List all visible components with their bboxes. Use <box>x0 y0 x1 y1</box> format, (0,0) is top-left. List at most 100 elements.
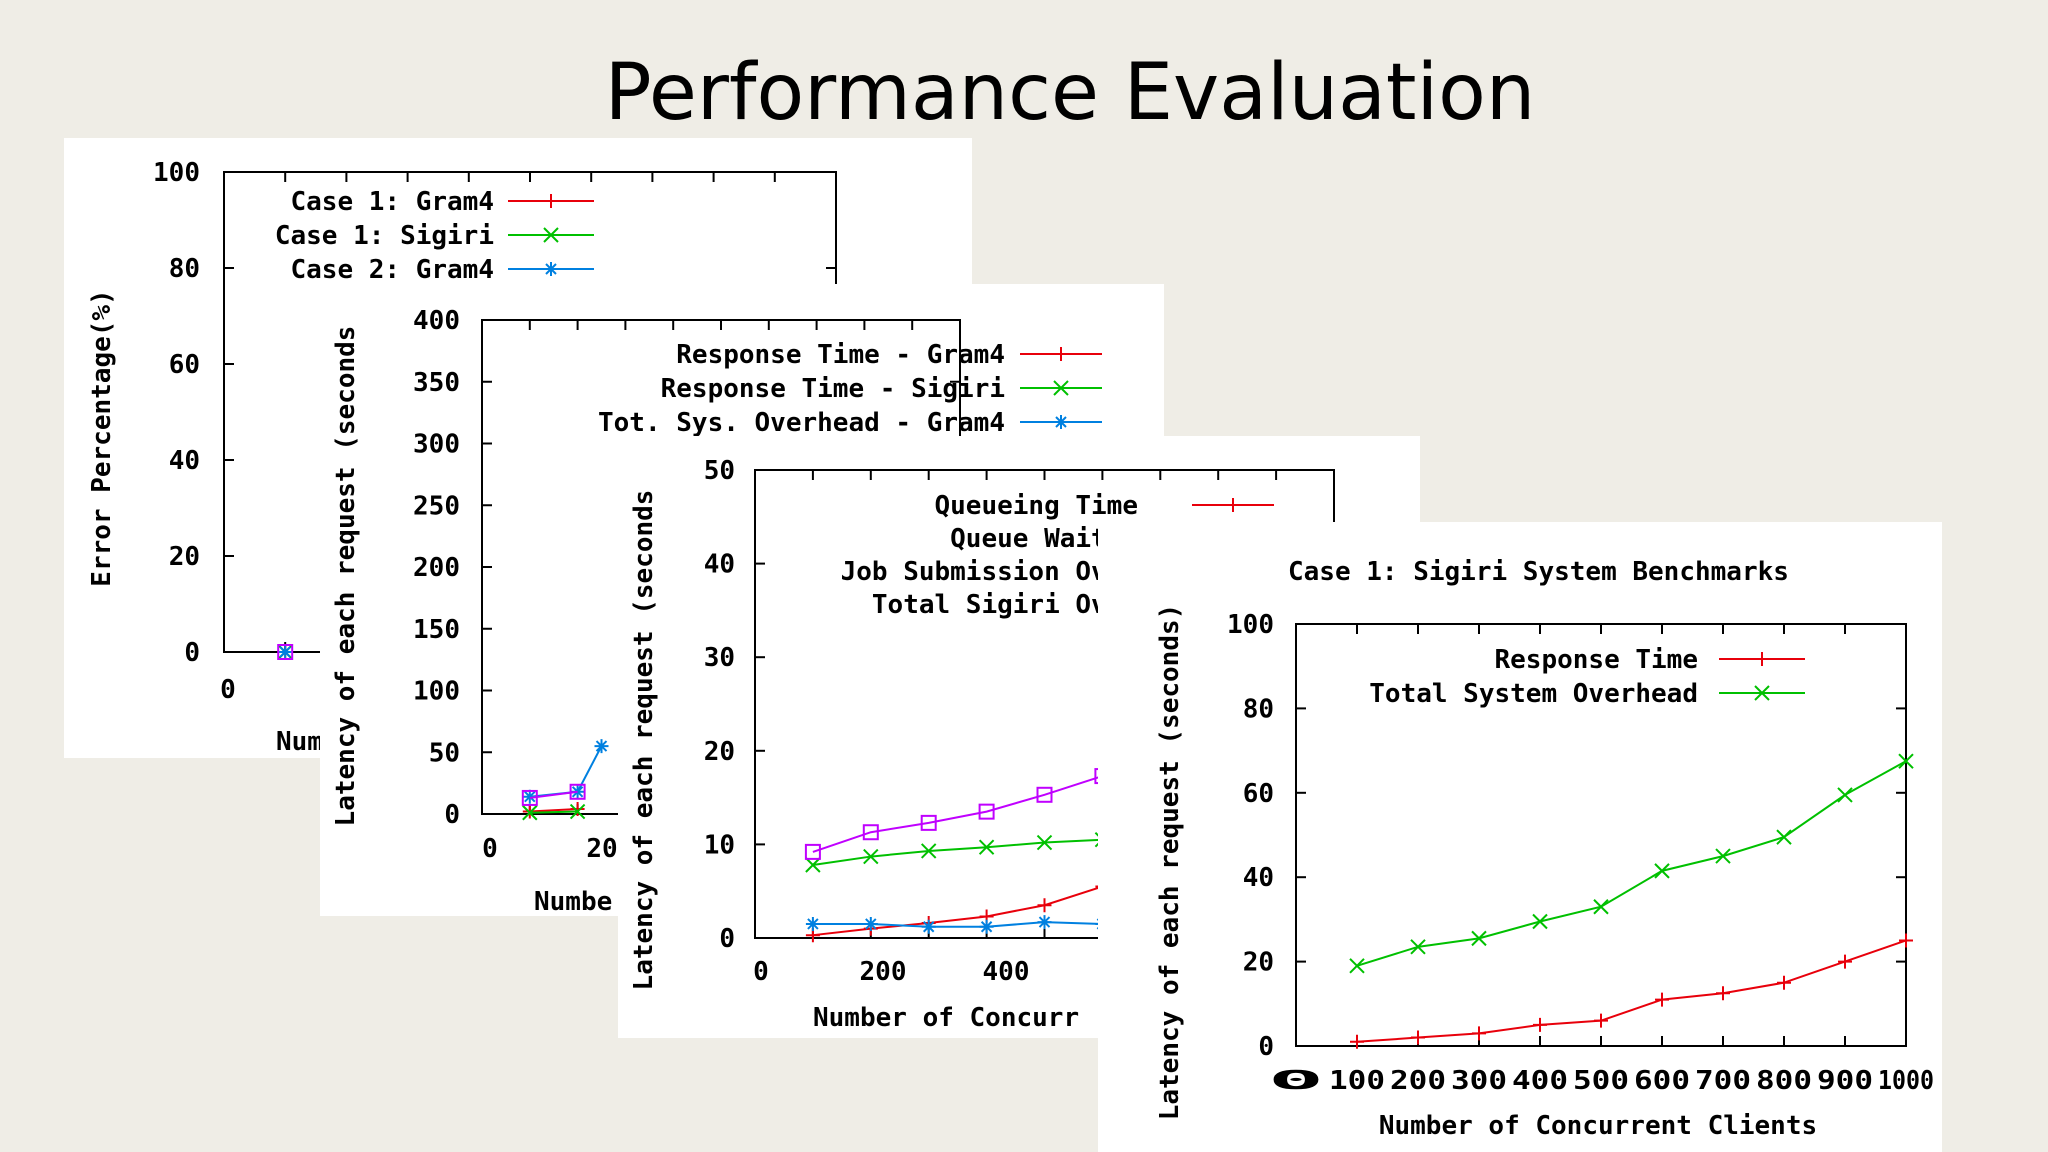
series-3 <box>277 644 294 660</box>
legend-marker <box>1053 380 1069 396</box>
data-point <box>277 644 294 660</box>
data-point <box>1472 1026 1486 1041</box>
x-tick-label: 700 <box>1695 1066 1751 1096</box>
legend-marker <box>544 262 558 276</box>
series-0 <box>1350 933 1913 1049</box>
data-point <box>1899 933 1913 948</box>
data-point <box>1654 863 1670 879</box>
data-point <box>569 783 586 800</box>
data-point <box>1349 958 1365 974</box>
series-line <box>529 810 578 814</box>
x-tick-label: 1000 <box>1878 1066 1934 1096</box>
y-tick-label: 400 <box>413 306 460 336</box>
legend-marker <box>1754 685 1770 701</box>
legend-marker <box>1054 347 1068 361</box>
legend-entry: Case 2: Gram4 <box>291 255 495 285</box>
data-point <box>1776 829 1792 845</box>
y-axis-label: Latency of each request (seconds <box>331 326 361 827</box>
data-point <box>1350 1034 1364 1049</box>
x-tick-label: 800 <box>1756 1066 1812 1096</box>
series-1 <box>1349 753 1914 974</box>
x-axis-label: Number of Concurr <box>813 1003 1079 1033</box>
legend-sample <box>1020 380 1102 396</box>
legend-entry: Total System Overhead <box>1369 679 1698 709</box>
y-tick-label: 250 <box>413 491 460 521</box>
legend-entry: Case 1: Gram4 <box>291 187 495 217</box>
legend-sample <box>508 194 594 208</box>
x-tick-label: 200 <box>860 957 907 987</box>
data-point <box>1593 899 1609 915</box>
y-tick-label: 20 <box>1243 948 1274 978</box>
series-line <box>1356 760 1907 967</box>
legend-sample <box>1020 347 1102 361</box>
y-tick-label: 0 <box>444 800 460 830</box>
legend-entry: Total Sigiri Over <box>872 590 1138 620</box>
data-point <box>522 805 538 821</box>
legend-marker <box>1226 498 1240 512</box>
series-line <box>529 745 603 798</box>
legend-entry: Tot. Sys. Overhead - Gram4 <box>598 408 1005 438</box>
data-point <box>1777 975 1791 990</box>
y-tick-label: 150 <box>413 615 460 645</box>
series-3 <box>521 783 586 806</box>
data-point <box>1410 939 1426 955</box>
series-line <box>812 921 1103 928</box>
chart-title: Case 1: Sigiri System Benchmarks <box>1288 557 1789 587</box>
y-axis-label: Error Percentage(%) <box>87 289 117 586</box>
data-point <box>1037 898 1052 913</box>
legend-sample <box>1719 685 1805 701</box>
data-point <box>862 824 879 841</box>
data-point <box>570 802 585 817</box>
y-tick-label: 60 <box>169 350 200 380</box>
series-3 <box>804 768 1111 860</box>
legend-sample <box>1192 498 1274 512</box>
x-tick-label: 600 <box>1634 1066 1690 1096</box>
x-axis-label: Num <box>276 727 323 757</box>
data-point <box>521 789 538 806</box>
y-tick-label: 20 <box>169 542 200 572</box>
y-tick-label: 100 <box>413 677 460 707</box>
legend-entry: Response Time - Sigiri <box>661 374 1005 404</box>
x-axis-label: Number of Concurrent Clients <box>1379 1111 1817 1141</box>
x-tick-label: 400 <box>983 957 1030 987</box>
data-point <box>920 814 937 831</box>
data-point <box>1838 954 1852 969</box>
data-point <box>1532 913 1548 930</box>
series-2 <box>805 915 1110 934</box>
data-point <box>863 916 878 931</box>
legend-marker <box>543 227 559 243</box>
y-axis-label: Latency of each request (seconds <box>629 490 659 991</box>
data-point <box>863 848 879 865</box>
data-point <box>921 919 936 934</box>
series-line <box>812 885 1103 937</box>
data-point <box>1036 834 1053 851</box>
y-tick-label: 300 <box>413 430 460 460</box>
series-line <box>812 775 1103 853</box>
x-tick-label: 300 <box>1451 1066 1507 1096</box>
legend-marker <box>544 194 558 208</box>
legend-entry: Queueing Time <box>935 491 1139 521</box>
data-point <box>805 916 820 931</box>
y-tick-label: 40 <box>169 446 200 476</box>
y-tick-label: 60 <box>1243 779 1274 809</box>
y-tick-label: 10 <box>704 830 735 860</box>
data-point <box>978 803 995 820</box>
series-0 <box>805 879 1110 943</box>
chart-panel-system-benchmarks: 0 20 40 60 80 100 0 100 200 300 400 500 600 700 800 900… <box>1098 522 1942 1152</box>
x-tick-label: 0 <box>753 957 769 987</box>
legend-sample <box>1719 652 1805 666</box>
x-tick-label: 400 <box>1512 1066 1568 1096</box>
y-tick-label: 80 <box>169 254 200 284</box>
legend-entry: Response Time <box>1495 645 1699 675</box>
legend-entry: Job Submission Over <box>841 557 1138 587</box>
legend-marker <box>1755 652 1769 666</box>
y-tick-label: 80 <box>1243 694 1274 724</box>
data-point <box>1471 930 1487 947</box>
series-1 <box>522 803 586 821</box>
legend-sample <box>1020 415 1102 429</box>
series-line <box>1356 939 1907 1043</box>
x-tick-label: 20 <box>586 834 617 864</box>
legend-marker <box>1054 415 1068 429</box>
legend-entry: Case 1: Sigiri <box>275 221 494 251</box>
